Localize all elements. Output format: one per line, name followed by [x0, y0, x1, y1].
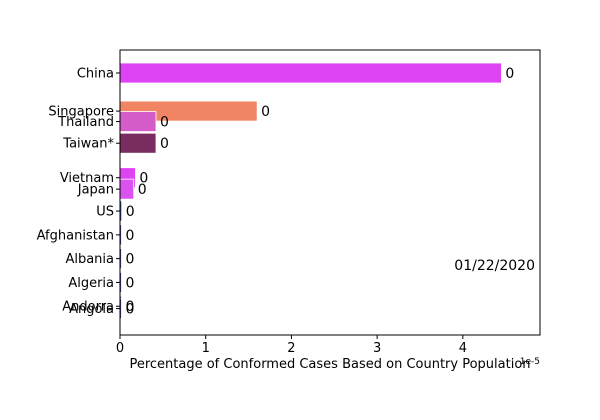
value-label-11: 0 [126, 302, 135, 318]
value-label-6: 0 [126, 204, 135, 220]
bar-2 [119, 111, 157, 132]
y-tick-label-1: Singapore [48, 105, 114, 120]
value-label-3: 0 [160, 136, 169, 152]
bar-5 [119, 178, 135, 200]
date-label: 01/22/2020 [454, 258, 535, 274]
x-tick-label-2: 2 [287, 341, 295, 356]
bars-group [119, 62, 502, 320]
x-tick-label-4: 4 [459, 341, 467, 356]
x-tick-label-0: 0 [116, 341, 124, 356]
value-label-7: 0 [126, 228, 135, 244]
bar-3 [119, 132, 157, 154]
y-tick-label-0: China [77, 67, 114, 82]
y-tick-label-2: Thailand [57, 115, 114, 130]
y-tick-label-7: Afghanistan [37, 228, 114, 243]
y-tick-label-9: Algeria [68, 276, 114, 291]
value-label-4: 0 [139, 171, 148, 187]
plot-frame [119, 49, 541, 336]
value-label-0: 0 [505, 66, 514, 82]
y-tick-label-5: Japan [77, 183, 114, 198]
x-ticks: 0 1 2 3 4 [116, 335, 467, 356]
y-tick-label-8: Albania [65, 252, 114, 267]
value-label-9: 0 [126, 275, 135, 291]
y-tick-label-11: Angola [69, 302, 114, 317]
x-multiplier-label: 1e-5 [520, 357, 540, 367]
value-label-1: 0 [261, 104, 270, 120]
bar-0 [119, 62, 502, 84]
value-label-5: 0 [138, 182, 147, 198]
value-label-8: 0 [126, 252, 135, 268]
y-tick-label-10: Andorra [62, 300, 114, 315]
value-label-10: 0 [126, 299, 135, 315]
x-tick-label-3: 3 [373, 341, 381, 356]
x-tick-label-1: 1 [202, 341, 210, 356]
x-axis-label: Percentage of Conformed Cases Based on C… [129, 357, 530, 372]
y-tick-label-6: US [96, 205, 114, 220]
y-tick-label-4: Vietnam [60, 171, 114, 186]
y-tick-label-3: Taiwan* [62, 137, 114, 152]
value-label-2: 0 [160, 115, 169, 131]
